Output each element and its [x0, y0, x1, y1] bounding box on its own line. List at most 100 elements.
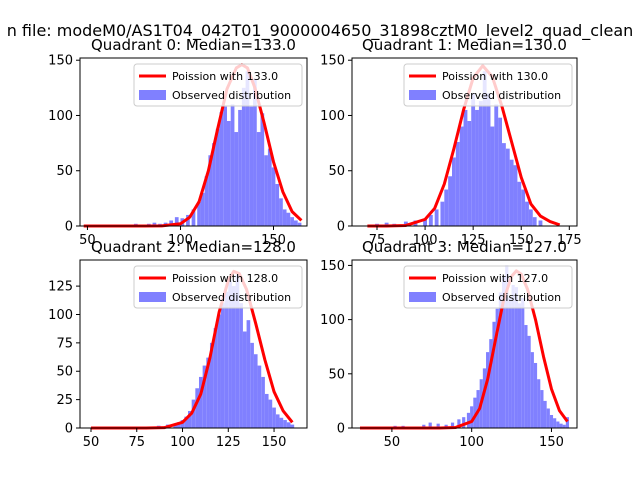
- hist-bar: [206, 357, 210, 428]
- legend-box: [403, 265, 573, 309]
- hist-bar: [434, 209, 439, 226]
- y-tick-label: 0: [65, 422, 73, 437]
- hist-bar: [186, 214, 190, 226]
- hist-bar: [508, 297, 512, 428]
- x-tick-label: 75: [369, 233, 386, 248]
- hist-bar: [471, 93, 476, 227]
- hist-bar: [286, 422, 291, 428]
- hist-bar: [524, 325, 528, 428]
- x-tick-label: 100: [459, 435, 484, 450]
- hist-bar: [514, 287, 518, 428]
- x-tick-label: 150: [262, 435, 287, 450]
- hist-bar: [246, 320, 251, 428]
- hist-bar: [191, 209, 196, 226]
- subplot-title: Quadrant 3: Median=127.0: [362, 238, 567, 256]
- legend: Poission with 128.0 Observed distribution: [133, 265, 303, 309]
- hist-bar: [286, 212, 291, 226]
- subplot-quadrant-1: 75 100 125 150 175 0 50 100 150 Quadrant 1: Media…: [320, 36, 582, 248]
- hist-bar: [440, 201, 445, 226]
- histogram-bars: [156, 274, 295, 428]
- histogram-bars: [375, 71, 543, 227]
- legend-hist-label: Observed distribution: [172, 89, 291, 102]
- hist-bar: [268, 399, 273, 428]
- hist-bar: [250, 342, 254, 428]
- hist-bar: [213, 328, 218, 428]
- x-tick-label: 125: [216, 435, 241, 450]
- hist-bar: [492, 321, 496, 428]
- hist-bar: [275, 414, 280, 428]
- hist-bar: [256, 132, 261, 226]
- hist-bar: [220, 303, 225, 428]
- legend: Poission with 127.0 Observed distribution: [403, 265, 573, 309]
- hist-bar: [490, 126, 495, 226]
- hist-bar: [498, 292, 502, 428]
- x-tick-label: 125: [461, 233, 486, 248]
- hist-bar: [197, 201, 201, 226]
- hist-bar: [403, 221, 408, 226]
- hist-bar: [234, 132, 239, 226]
- histogram-bars: [133, 71, 302, 226]
- hist-bar: [208, 155, 213, 226]
- hist-bar: [271, 167, 276, 226]
- hist-bar: [235, 274, 240, 428]
- y-tick-label: 50: [56, 365, 73, 380]
- hist-bar: [238, 109, 242, 226]
- hist-bar: [384, 222, 389, 226]
- hist-bar: [466, 412, 471, 428]
- hist-bar: [191, 399, 196, 428]
- x-tick-label: 150: [261, 233, 286, 248]
- hist-bar: [195, 388, 199, 428]
- hist-bar: [549, 414, 554, 428]
- legend-line-label: Poission with 133.0: [172, 70, 278, 83]
- hist-bar: [521, 297, 525, 428]
- legend: Poission with 133.0 Observed distribution: [133, 63, 303, 107]
- y-tick-label: 100: [48, 109, 73, 124]
- hist-bar: [272, 407, 276, 428]
- hist-bar: [279, 417, 284, 428]
- x-tick-label: 150: [539, 435, 564, 450]
- legend-line-label: Poission with 127.0: [442, 272, 548, 285]
- hist-bar: [226, 121, 231, 226]
- hist-bar: [249, 106, 254, 226]
- hist-bar: [428, 422, 432, 428]
- legend-line-label: Poission with 130.0: [442, 70, 548, 83]
- y-tick-label: 100: [320, 313, 345, 328]
- hist-bar: [502, 276, 506, 428]
- hist-bar: [495, 308, 499, 428]
- hist-bar: [452, 157, 456, 226]
- x-tick-label: 175: [557, 233, 582, 248]
- legend-hist-swatch: [139, 292, 166, 302]
- hist-bar: [559, 423, 563, 428]
- hist-bar: [478, 101, 483, 226]
- axes-frame: [79, 57, 308, 227]
- x-tick-label: 75: [128, 435, 145, 450]
- histogram-bars: [383, 265, 570, 428]
- hist-bar: [293, 220, 298, 226]
- figure-suptitle: n file: modeM0/AS1T04_042T01_9000004650_…: [7, 21, 634, 41]
- hist-bar: [546, 408, 550, 428]
- legend-box: [133, 63, 303, 107]
- hist-bar: [290, 424, 295, 428]
- hist-bar: [459, 126, 464, 226]
- hist-bar: [482, 71, 487, 226]
- hist-bar: [444, 189, 449, 226]
- hist-bar: [467, 121, 472, 226]
- hist-bar: [242, 331, 247, 428]
- hist-bar: [513, 165, 518, 226]
- hist-bar: [470, 406, 474, 428]
- hist-bar: [297, 222, 302, 226]
- x-tick-label: 50: [83, 435, 100, 450]
- legend-hist-label: Observed distribution: [442, 89, 561, 102]
- hist-bar: [260, 113, 265, 226]
- hist-bar: [261, 376, 265, 428]
- hist-bar: [486, 93, 491, 227]
- hist-bar: [279, 198, 283, 226]
- hist-bar: [267, 148, 272, 226]
- legend-box: [133, 265, 303, 309]
- hist-bar: [482, 368, 487, 428]
- hist-bar: [253, 354, 258, 428]
- subplot-title: Quadrant 2: Median=128.0: [91, 238, 296, 256]
- x-tick-label: 50: [384, 435, 401, 450]
- hist-bar: [509, 159, 514, 226]
- hist-bar: [245, 71, 250, 226]
